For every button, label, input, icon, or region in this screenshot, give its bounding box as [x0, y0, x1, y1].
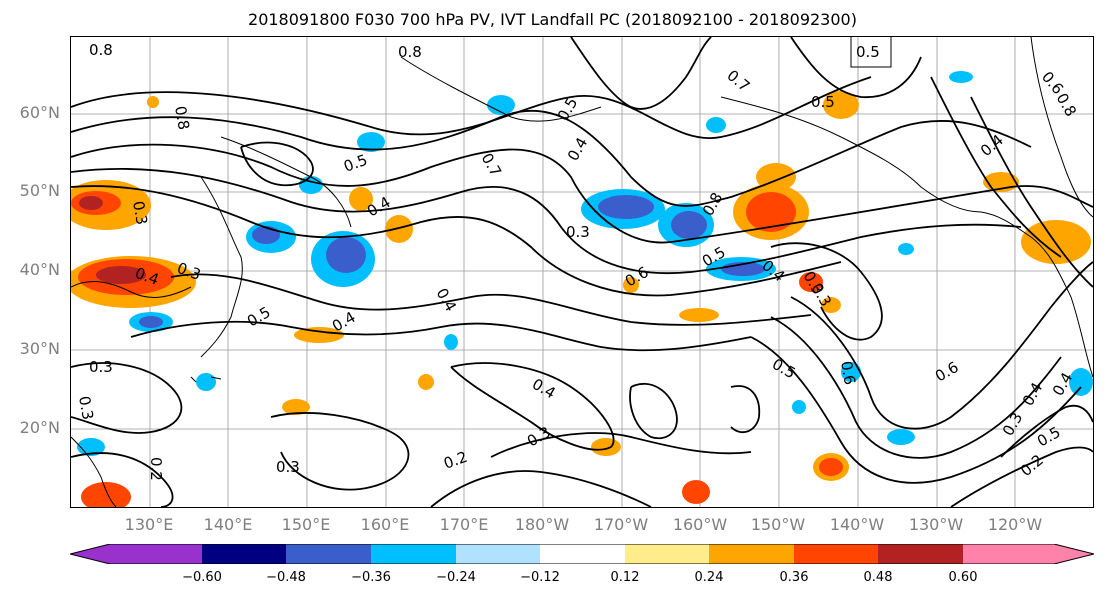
contour-label: 0.6	[837, 360, 859, 387]
lat-label: 40°N	[19, 260, 60, 279]
contour-label: 0.3	[129, 200, 151, 227]
lon-label: 130°E	[124, 515, 174, 534]
colorbar-tick: −0.24	[436, 570, 476, 585]
gridlines	[71, 37, 1093, 507]
contour-label: 0.5	[769, 355, 799, 383]
colorbar-tick: 0.60	[948, 570, 978, 585]
contour-label: 0.5	[856, 43, 880, 61]
lat-label: 50°N	[19, 181, 60, 200]
lon-label: 140°W	[829, 515, 885, 534]
colorbar-swatch	[286, 544, 371, 564]
contour-label: 0.7	[723, 66, 753, 95]
contour-label: 0.3	[75, 395, 97, 422]
colorbar-tick: −0.36	[351, 570, 391, 585]
contour-label: 0.4	[564, 134, 592, 164]
colorbar-tick: −0.60	[182, 570, 222, 585]
contour-label: 0.5	[811, 93, 835, 111]
contour-label: 0.3	[566, 223, 590, 241]
contour-label: 0.6	[932, 358, 962, 386]
lon-label: 120°W	[987, 515, 1043, 534]
contour-label: 0.3	[524, 423, 554, 451]
contour-label: 0.3	[89, 358, 113, 376]
contour-label: 0.2	[1017, 451, 1047, 480]
contour-label: 0.7	[478, 150, 506, 180]
contour-label: 0.8	[398, 43, 422, 61]
colorbar-tick: −0.48	[266, 570, 306, 585]
colorbar-swatch	[202, 544, 286, 564]
contour-label: 0.4	[529, 375, 559, 403]
contour-label: 0.2	[441, 448, 470, 473]
contour-label: 0.4	[977, 131, 1007, 160]
map-title: 2018091800 F030 700 hPa PV, IVT Landfall…	[248, 10, 857, 29]
lon-label: 180°W	[514, 515, 570, 534]
colorbar-tick: 0.12	[610, 570, 640, 585]
lat-label: 20°N	[19, 418, 60, 437]
lat-label: 60°N	[19, 103, 60, 122]
contour-label: 0.4	[433, 285, 461, 315]
contour-label: 0.3	[999, 409, 1027, 439]
shading-positive	[71, 91, 1091, 507]
lat-label: 30°N	[19, 339, 60, 358]
lon-label: 130°W	[908, 515, 964, 534]
lon-label: 170°W	[593, 515, 649, 534]
lon-label: 150°E	[281, 515, 331, 534]
colorbar-swatch	[878, 544, 963, 564]
colorbar-tick: 0.24	[694, 570, 724, 585]
colorbar-swatch	[70, 544, 202, 564]
colorbar-segments	[70, 544, 1094, 564]
lon-label: 150°W	[750, 515, 806, 534]
coastlines	[71, 37, 1093, 507]
lon-label: 170°E	[439, 515, 489, 534]
colorbar-swatch	[794, 544, 878, 564]
contour-label: 0.8	[89, 41, 113, 59]
contour-label: 0.4	[1019, 379, 1047, 409]
contour-label: 0.5	[1034, 423, 1064, 451]
colorbar	[69, 543, 1095, 565]
lon-label: 140°E	[203, 515, 253, 534]
contour-labels: 0.8 0.8 0.5 0.7 0.5 0.4 0.3 0.8 0.5 0.7 …	[75, 41, 1080, 481]
colorbar-tick: 0.48	[863, 570, 893, 585]
colorbar-swatch	[456, 544, 540, 564]
pv-contours	[71, 37, 1093, 507]
colorbar-swatch	[625, 544, 709, 564]
colorbar-tick: −0.12	[520, 570, 560, 585]
colorbar-swatch	[540, 544, 625, 564]
map-panel[interactable]: 0.8 0.8 0.5 0.7 0.5 0.4 0.3 0.8 0.5 0.7 …	[70, 36, 1094, 508]
lon-label: 160°E	[360, 515, 410, 534]
shading-negative	[77, 71, 1093, 456]
lon-label: 160°W	[672, 515, 728, 534]
contour-label: 0.8	[171, 105, 193, 132]
colorbar-swatch	[963, 544, 1094, 564]
colorbar-swatch	[709, 544, 794, 564]
colorbar-swatch	[371, 544, 456, 564]
contour-label: 0.3	[276, 458, 300, 476]
contour-label: 0.5	[244, 303, 274, 331]
contour-label: 0.2	[147, 457, 165, 481]
contour-label: 0.5	[341, 151, 370, 176]
colorbar-tick: 0.36	[779, 570, 809, 585]
